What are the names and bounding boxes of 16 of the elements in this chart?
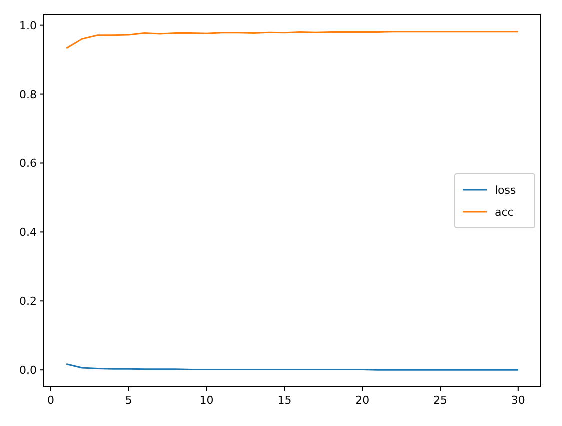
y-tick-label: 0.2 bbox=[20, 295, 37, 308]
y-tick-label: 0.8 bbox=[20, 88, 37, 102]
x-tick-label: 25 bbox=[434, 394, 448, 407]
x-tick-label: 20 bbox=[356, 394, 370, 407]
x-tick-label: 5 bbox=[125, 394, 132, 407]
x-tick-label: 30 bbox=[511, 394, 526, 407]
y-tick-label: 1.0 bbox=[20, 19, 37, 32]
x-tick-label: 10 bbox=[200, 394, 214, 407]
x-tick-label: 15 bbox=[278, 394, 292, 407]
x-tick-label: 0 bbox=[48, 394, 55, 407]
line-series bbox=[66, 31, 520, 50]
y-tick-label: 0.4 bbox=[20, 226, 37, 240]
y-tick-label: 0.6 bbox=[20, 157, 37, 170]
y-tick-label: 0.0 bbox=[20, 364, 37, 378]
legend-label: loss bbox=[495, 184, 517, 197]
legend-label: acc bbox=[495, 206, 514, 219]
